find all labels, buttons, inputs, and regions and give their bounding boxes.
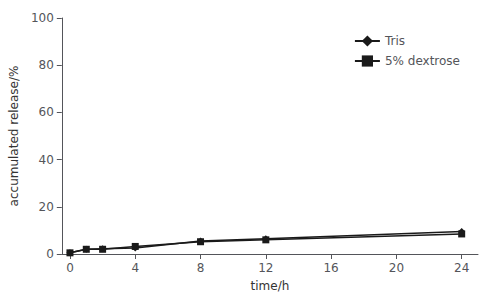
svg-text:60: 60 — [39, 105, 54, 119]
svg-text:accumulated release/%: accumulated release/% — [7, 66, 21, 207]
svg-text:0: 0 — [66, 261, 74, 275]
svg-text:24: 24 — [454, 261, 469, 275]
svg-text:20: 20 — [389, 261, 404, 275]
svg-text:16: 16 — [323, 261, 338, 275]
svg-text:100: 100 — [31, 11, 54, 25]
svg-text:4: 4 — [131, 261, 139, 275]
svg-text:5% dextrose: 5% dextrose — [385, 54, 460, 68]
svg-text:12: 12 — [258, 261, 273, 275]
svg-text:8: 8 — [197, 261, 205, 275]
svg-text:0: 0 — [46, 247, 54, 261]
svg-text:80: 80 — [39, 58, 54, 72]
svg-text:40: 40 — [39, 153, 54, 167]
svg-text:Tris: Tris — [384, 34, 405, 48]
svg-text:20: 20 — [39, 200, 54, 214]
svg-text:time/h: time/h — [251, 279, 290, 293]
